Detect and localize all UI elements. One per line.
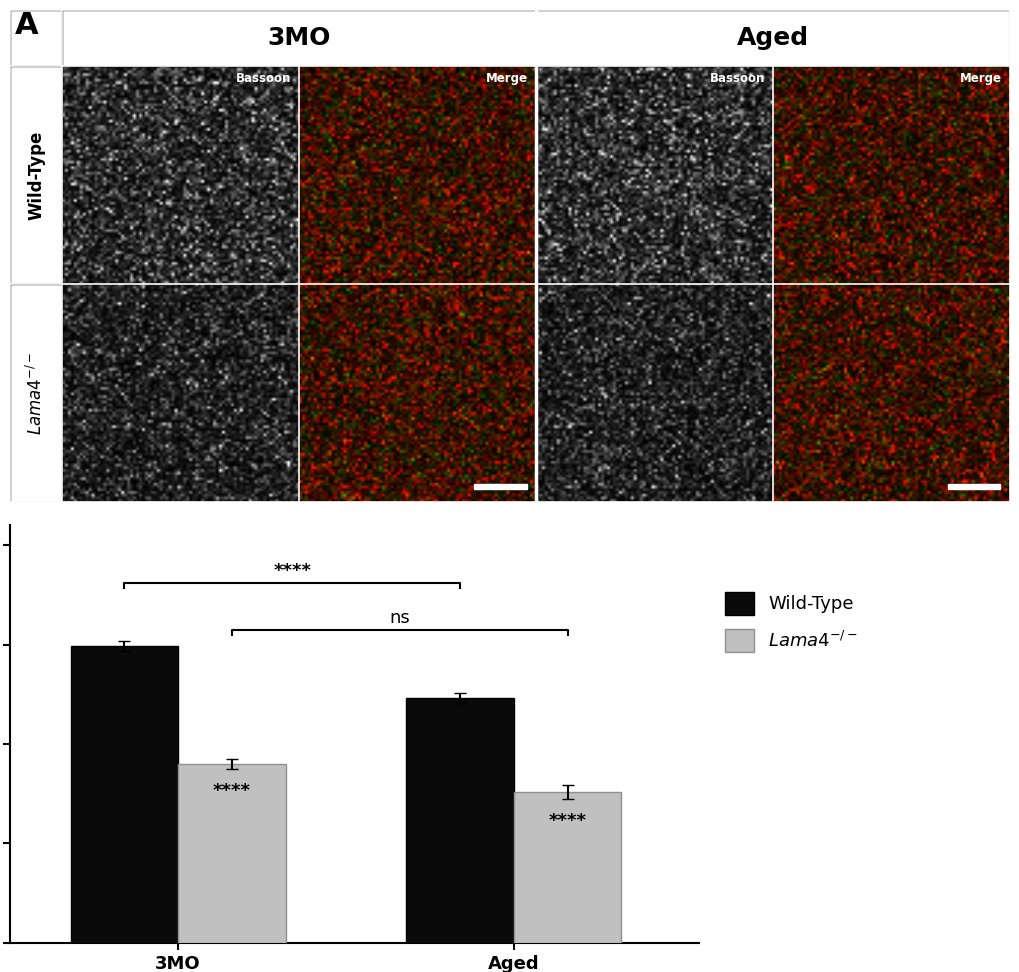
Bar (948, 484, 1000, 489)
Text: 3MO: 3MO (267, 26, 330, 50)
Bar (10, 66, 62, 285)
Text: ****: **** (213, 781, 251, 800)
Text: ****: **** (548, 812, 586, 829)
Text: A: A (15, 11, 39, 40)
Text: $\it{Lama4}^{-/-}$: $\it{Lama4}^{-/-}$ (26, 352, 46, 435)
Bar (70, 645, 178, 943)
Bar (10, 285, 62, 503)
Bar (178, 764, 285, 943)
Text: Merge: Merge (485, 72, 528, 86)
Text: ns: ns (389, 608, 410, 627)
Text: Merge: Merge (959, 72, 1001, 86)
Bar (406, 698, 514, 943)
Text: Aged: Aged (736, 26, 808, 50)
Text: ****: **** (273, 562, 311, 580)
Bar (474, 484, 526, 489)
Bar (62, 10, 535, 66)
Bar (535, 10, 1009, 66)
Legend: Wild-Type, $\it{Lama4}$$^{-/-}$: Wild-Type, $\it{Lama4}$$^{-/-}$ (717, 584, 864, 660)
Text: Wild-Type: Wild-Type (28, 130, 45, 220)
Bar (514, 792, 621, 943)
Text: Bassoon: Bassoon (709, 72, 764, 86)
Bar (10, 10, 62, 66)
Text: Bassoon: Bassoon (235, 72, 290, 86)
